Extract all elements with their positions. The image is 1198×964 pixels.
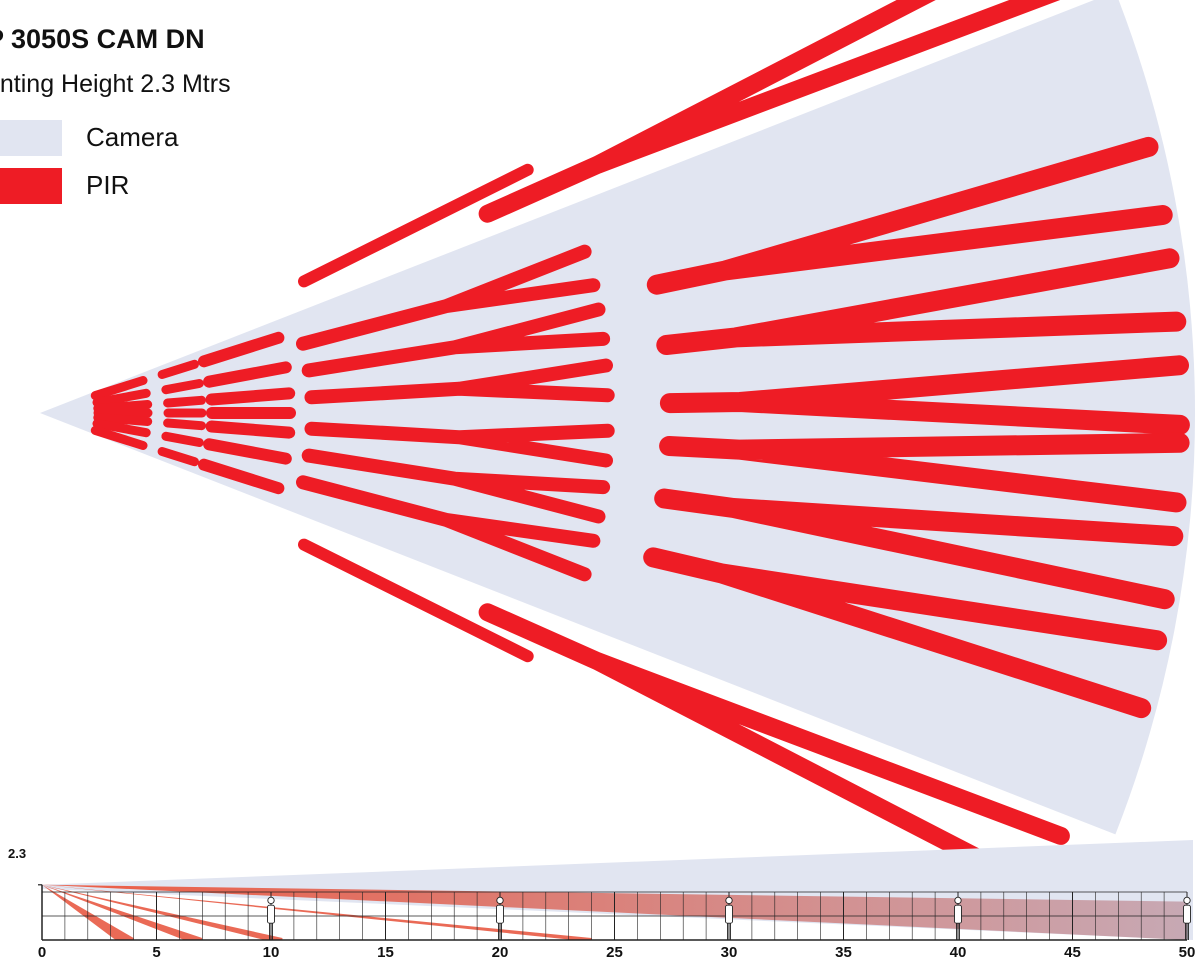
side-view-people	[267, 896, 1191, 940]
page-title: P 3050S CAM DN	[0, 24, 205, 54]
distance-tick-label: 15	[377, 944, 394, 961]
camera-swatch	[0, 120, 62, 156]
pir-mid-beam	[296, 475, 601, 582]
pir-near-segment	[161, 379, 204, 395]
person-figure	[1183, 896, 1191, 940]
legend-label-camera: Camera	[86, 122, 179, 152]
person-head	[496, 896, 504, 905]
pir-near-segment	[198, 458, 285, 495]
pir-far-beam	[659, 355, 1190, 435]
distance-tick-label: 30	[720, 944, 738, 961]
pir-near-segment	[198, 331, 285, 368]
pir-near-segment	[203, 438, 292, 465]
pir-mid-beam	[304, 358, 615, 405]
pir-far-beam	[643, 547, 1168, 719]
person-figure	[267, 896, 275, 940]
side-pir-beam	[42, 884, 1187, 940]
person-figure	[496, 896, 504, 940]
distance-tick-label: 0	[37, 944, 47, 961]
side-pir-beam	[42, 884, 283, 940]
person-body	[267, 904, 275, 924]
person-head	[267, 896, 275, 905]
pir-edge-beam	[298, 163, 534, 288]
pir-near-segment	[90, 376, 148, 401]
mounting-height-label: 2.3	[8, 846, 27, 861]
person-figure	[954, 896, 962, 940]
distance-tick-label: 45	[1064, 944, 1081, 961]
pir-swatch	[0, 168, 62, 204]
pir-near-segment	[92, 388, 151, 407]
pir-mid-beam	[296, 244, 601, 351]
side-pir-beam	[42, 884, 203, 940]
side-view-coverage	[38, 840, 1193, 941]
person-body	[954, 904, 962, 924]
pir-near-segment	[203, 361, 292, 388]
legend-label-pir: PIR	[86, 170, 130, 200]
person-figure	[725, 896, 733, 940]
pir-far-beam	[659, 432, 1190, 513]
pir-near-segment	[157, 447, 199, 467]
person-head	[725, 896, 733, 905]
pir-near-segment	[93, 413, 153, 426]
distance-tick-label: 35	[835, 944, 852, 961]
pir-near-segment	[205, 387, 296, 406]
pir-far-beam	[654, 488, 1184, 610]
distance-tick-label: 20	[491, 944, 509, 961]
pir-edge-beam	[298, 538, 534, 663]
person-body	[725, 904, 733, 924]
distance-tick-label: 10	[262, 944, 280, 961]
distance-tick-label: 40	[949, 944, 967, 961]
pir-near-segment	[90, 425, 148, 450]
pir-mid-beam	[301, 302, 611, 378]
person-body	[1183, 904, 1191, 924]
distance-tick-label: 25	[606, 944, 623, 961]
pir-mid-beam	[304, 421, 615, 468]
pir-near-segment	[92, 419, 151, 438]
person-body	[496, 904, 504, 924]
pir-near-segment	[205, 420, 296, 439]
mounting-height-subtitle: unting Height 2.3 Mtrs	[0, 70, 231, 98]
pir-near-segment	[161, 431, 204, 447]
side-view-grid	[38, 884, 1188, 941]
person-head	[954, 896, 962, 905]
top-view-coverage	[40, 0, 1195, 898]
pir-near-segment	[163, 418, 206, 431]
pir-near-segment	[93, 400, 153, 413]
distance-tick-label: 5	[152, 944, 161, 961]
pir-near-segment	[157, 359, 199, 379]
pir-far-beam	[656, 248, 1187, 355]
pir-outer-beam	[478, 0, 1061, 223]
person-head	[1183, 896, 1191, 905]
pir-far-beam	[646, 136, 1173, 295]
distance-tick-label: 50	[1178, 944, 1196, 961]
pir-mid-beam	[301, 448, 611, 524]
pir-near-segment	[163, 395, 206, 408]
pir-beams	[90, 0, 1190, 898]
